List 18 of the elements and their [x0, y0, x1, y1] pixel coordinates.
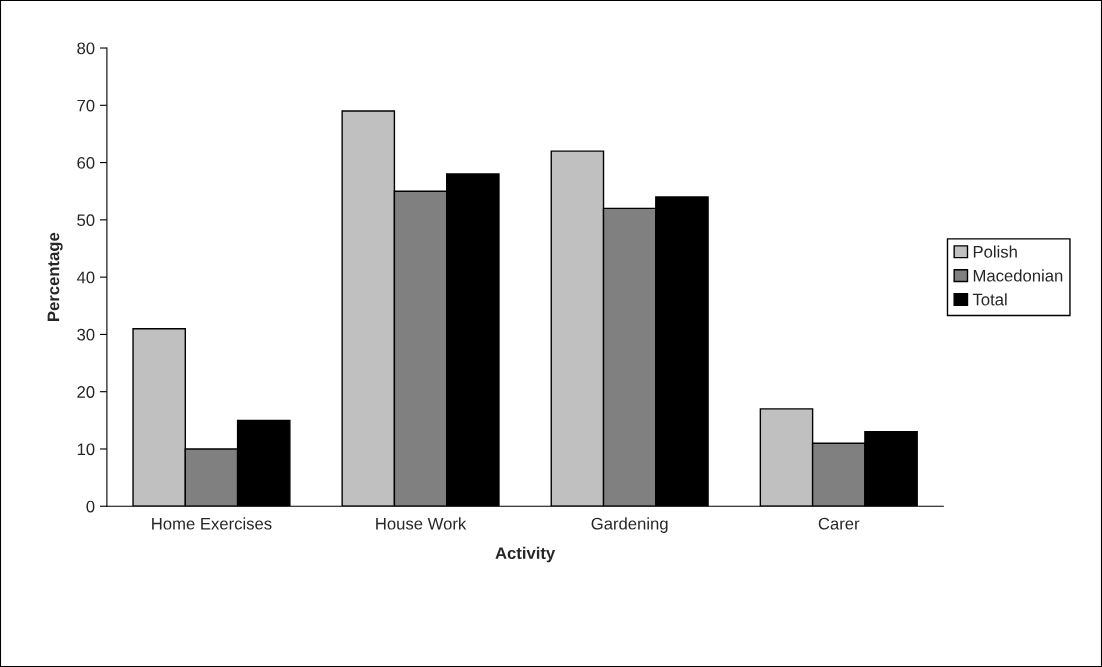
x-tick-label: House Work: [376, 517, 467, 530]
legend-label: Total: [972, 293, 1007, 306]
x-tick-label: Home Exercises: [152, 517, 272, 530]
y-tick-label: 60: [77, 156, 95, 169]
y-tick-label: 80: [77, 42, 95, 55]
y-tick-label: 20: [77, 386, 95, 398]
x-tick-label: Carer: [818, 517, 860, 530]
y-tick-label: 40: [76, 271, 95, 284]
x-axis-title: Activity: [495, 546, 556, 563]
y-tick-label: 50: [77, 214, 95, 227]
y-tick-label: 70: [77, 99, 95, 112]
y-tick-label: 0: [86, 500, 95, 513]
x-tick-label: Gardening: [591, 517, 668, 533]
y-tick-label: 10: [77, 443, 95, 456]
legend-label: Macedonian: [973, 269, 1063, 282]
y-tick-label: 30: [77, 328, 95, 341]
y-axis-title: Percentage: [47, 232, 63, 321]
legend-label: Polish: [973, 245, 1017, 258]
